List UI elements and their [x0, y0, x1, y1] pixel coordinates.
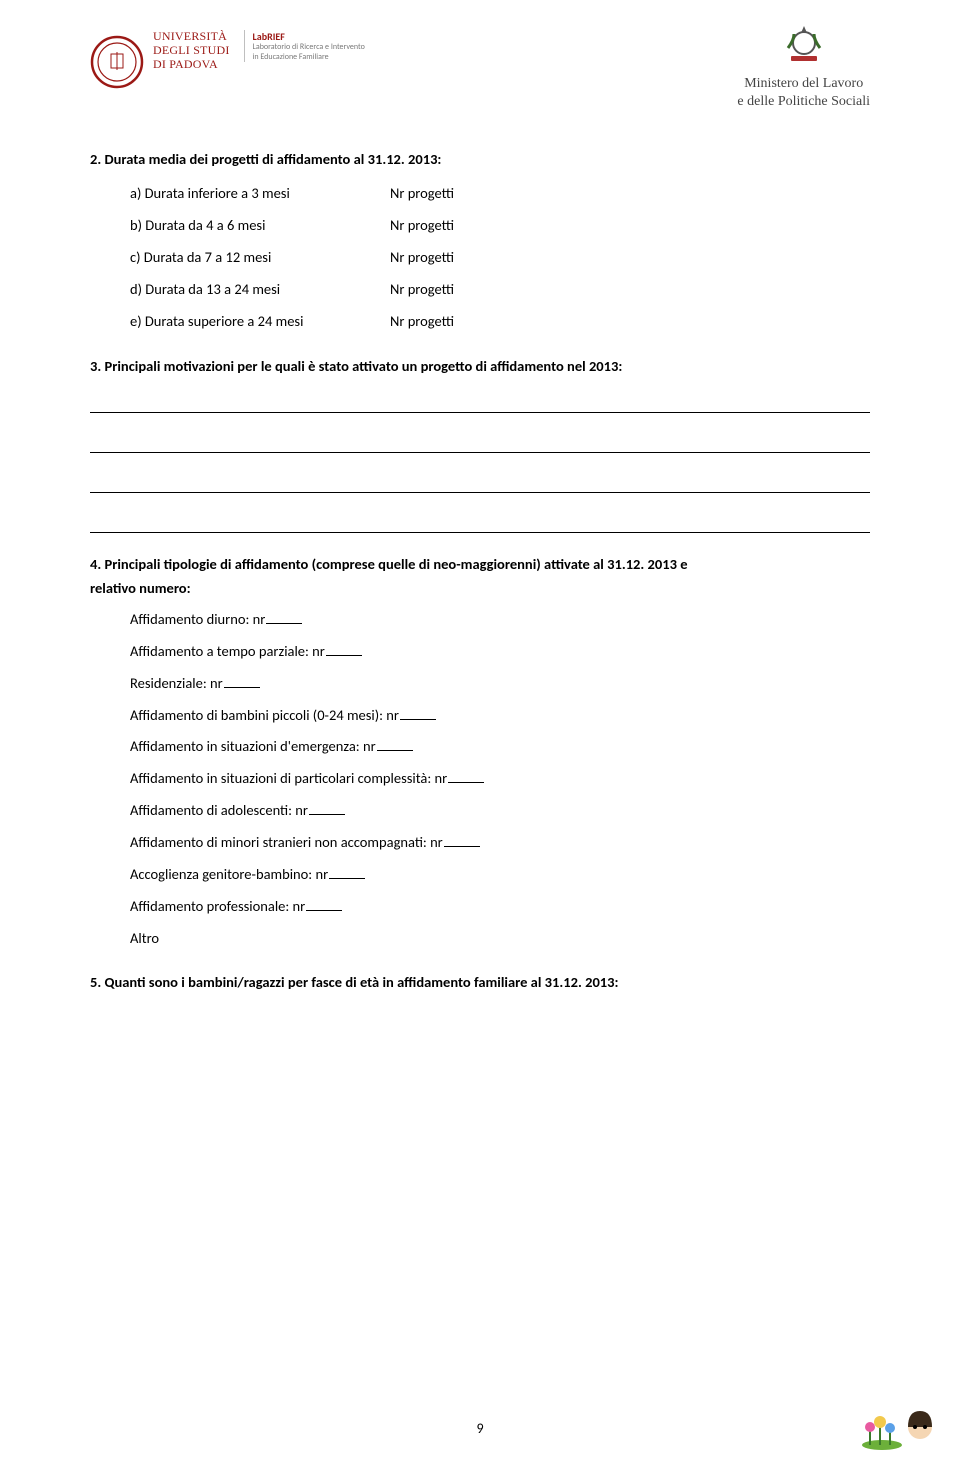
q2-heading: 2. Durata media dei progetti di affidame…: [90, 150, 870, 168]
q4-item-4: Affidamento in situazioni d'emergenza: n…: [130, 731, 870, 763]
q4-item-8-fill[interactable]: [329, 865, 365, 879]
q4-item-6-label: Affidamento di adolescenti: nr: [130, 801, 308, 819]
q3-line-3[interactable]: [90, 465, 870, 493]
q2-options: a) Durata inferiore a 3 mesi Nr progetti…: [130, 178, 870, 337]
q2-option-c: c) Durata da 7 a 12 mesi Nr progetti: [130, 242, 870, 274]
q5-heading: 5. Quanti sono i bambini/ragazzi per fas…: [90, 973, 870, 991]
q2-option-b-label: b) Durata da 4 a 6 mesi: [130, 210, 390, 242]
q4-item-2-fill[interactable]: [224, 674, 260, 688]
university-line3: DI PADOVA: [153, 58, 230, 72]
q2-option-b: b) Durata da 4 a 6 mesi Nr progetti: [130, 210, 870, 242]
q4-item-3-fill[interactable]: [400, 706, 436, 720]
q4-item-8: Accoglienza genitore-bambino: nr: [130, 859, 870, 891]
q4-item-2: Residenziale: nr: [130, 668, 870, 700]
q2-option-d-label: d) Durata da 13 a 24 mesi: [130, 274, 390, 306]
q2-option-b-value: Nr progetti: [390, 210, 454, 242]
q4-item-9-fill[interactable]: [306, 897, 342, 911]
q3-heading: 3. Principali motivazioni per le quali è…: [90, 357, 870, 375]
q4-item-4-label: Affidamento in situazioni d'emergenza: n…: [130, 737, 376, 755]
q4-item-0-fill[interactable]: [266, 610, 302, 624]
q3-line-4[interactable]: [90, 505, 870, 533]
q3-line-1[interactable]: [90, 385, 870, 413]
university-line2: DEGLI STUDI: [153, 44, 230, 58]
question-2: 2. Durata media dei progetti di affidame…: [90, 150, 870, 337]
page-number: 9: [476, 1420, 483, 1437]
q4-item-6-fill[interactable]: [309, 801, 345, 815]
q4-heading-part2: relativo numero:: [90, 579, 191, 597]
q4-heading-part1: 4. Principali tipologie di affidamento (…: [90, 555, 688, 573]
q4-items: Affidamento diurno: nr Affidamento a tem…: [130, 604, 870, 955]
q2-option-a-value: Nr progetti: [390, 178, 454, 210]
q2-option-d: d) Durata da 13 a 24 mesi Nr progetti: [130, 274, 870, 306]
q2-option-c-label: c) Durata da 7 a 12 mesi: [130, 242, 390, 274]
q4-item-1-fill[interactable]: [326, 642, 362, 656]
university-line1: UNIVERSITÀ: [153, 30, 230, 44]
q2-option-e-label: e) Durata superiore a 24 mesi: [130, 306, 390, 338]
q2-option-c-value: Nr progetti: [390, 242, 454, 274]
page-header: UNIVERSITÀ DEGLI STUDI DI PADOVA LabRIEF…: [90, 30, 870, 110]
q4-item-7-fill[interactable]: [444, 833, 480, 847]
q4-item-5-label: Affidamento in situazioni di particolari…: [130, 769, 447, 787]
q4-item-5: Affidamento in situazioni di particolari…: [130, 763, 870, 795]
q4-item-0-label: Affidamento diurno: nr: [130, 610, 265, 628]
q4-item-9: Affidamento professionale: nr: [130, 891, 870, 923]
q4-heading: 4. Principali tipologie di affidamento (…: [90, 553, 870, 599]
q4-item-2-label: Residenziale: nr: [130, 674, 223, 692]
q4-item-8-label: Accoglienza genitore-bambino: nr: [130, 865, 328, 883]
q4-item-10: Altro: [130, 923, 870, 955]
italy-emblem-icon: [737, 20, 870, 71]
q2-option-a: a) Durata inferiore a 3 mesi Nr progetti: [130, 178, 870, 210]
ministry-line2: e delle Politiche Sociali: [737, 93, 870, 111]
q2-option-a-label: a) Durata inferiore a 3 mesi: [130, 178, 390, 210]
q4-item-10-label: Altro: [130, 929, 159, 947]
q4-item-5-fill[interactable]: [448, 769, 484, 783]
flower-girl-icon: [860, 1397, 940, 1457]
q3-answer-lines: [90, 385, 870, 533]
q4-item-7-label: Affidamento di minori stranieri non acco…: [130, 833, 443, 851]
ministry-block: Ministero del Lavoro e delle Politiche S…: [737, 20, 870, 110]
q2-option-e: e) Durata superiore a 24 mesi Nr progett…: [130, 306, 870, 338]
q3-line-2[interactable]: [90, 425, 870, 453]
q4-item-3: Affidamento di bambini piccoli (0-24 mes…: [130, 700, 870, 732]
university-name: UNIVERSITÀ DEGLI STUDI DI PADOVA: [153, 30, 230, 71]
university-logo-block: UNIVERSITÀ DEGLI STUDI DI PADOVA LabRIEF…: [90, 30, 365, 95]
q2-option-e-value: Nr progetti: [390, 306, 454, 338]
q4-item-3-label: Affidamento di bambini piccoli (0-24 mes…: [130, 706, 399, 724]
q4-item-0: Affidamento diurno: nr: [130, 604, 870, 636]
ministry-line1: Ministero del Lavoro: [737, 75, 870, 93]
question-3: 3. Principali motivazioni per le quali è…: [90, 357, 870, 533]
q4-item-6: Affidamento di adolescenti: nr: [130, 795, 870, 827]
university-seal-icon: [90, 30, 145, 95]
question-4: 4. Principali tipologie di affidamento (…: [90, 553, 870, 954]
q4-item-4-fill[interactable]: [377, 737, 413, 751]
q4-item-1-label: Affidamento a tempo parziale: nr: [130, 642, 325, 660]
q2-option-d-value: Nr progetti: [390, 274, 454, 306]
lab-block: LabRIEF Laboratorio di Ricerca e Interve…: [244, 30, 365, 62]
q4-item-7: Affidamento di minori stranieri non acco…: [130, 827, 870, 859]
q4-item-1: Affidamento a tempo parziale: nr: [130, 636, 870, 668]
q4-item-9-label: Affidamento professionale: nr: [130, 897, 305, 915]
lab-desc-line2: in Educazione Familiare: [253, 53, 365, 63]
